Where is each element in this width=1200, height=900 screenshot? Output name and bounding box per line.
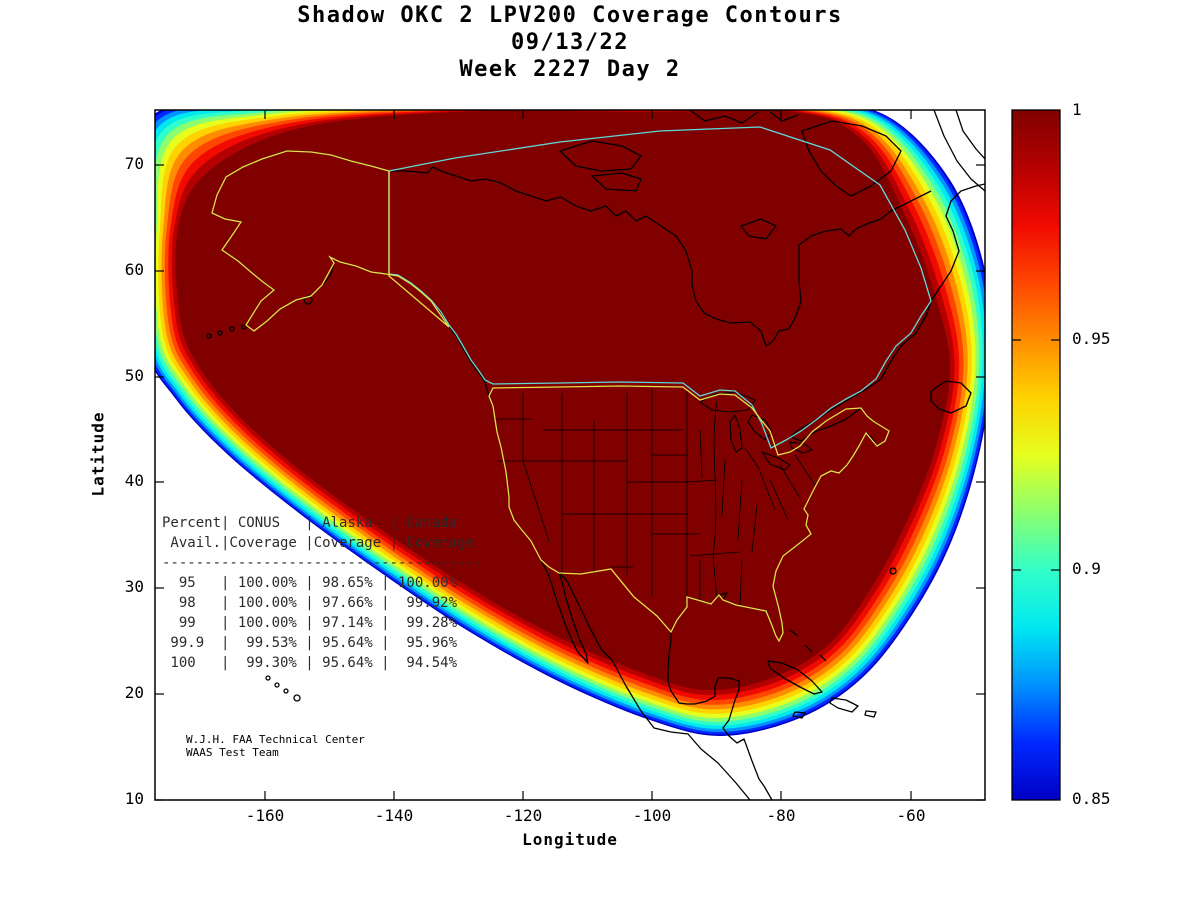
x-tick-label: -140 bbox=[374, 806, 414, 825]
chart-title: Shadow OKC 2 LPV200 Coverage Contours bbox=[297, 3, 843, 28]
hawaii-island-dot bbox=[265, 675, 271, 681]
colorbar-tick-label: 0.95 bbox=[1072, 329, 1111, 348]
alaska-region-boundary bbox=[211, 150, 450, 332]
us-state-borders-path bbox=[495, 388, 816, 606]
colorbar-tick-label: 1 bbox=[1072, 100, 1082, 119]
coverage-statistics-table: Percent| CONUS | Alaska | Canada Avail.|… bbox=[162, 513, 482, 673]
x-tick-label: -100 bbox=[632, 806, 672, 825]
table-header-row: Percent| CONUS | Alaska | Canada bbox=[162, 515, 458, 531]
y-tick-label: 50 bbox=[124, 366, 144, 385]
credit-line: WAAS Test Team bbox=[186, 746, 279, 759]
chart-date: 09/13/22 bbox=[511, 30, 629, 55]
chart-title-block: Shadow OKC 2 LPV200 Coverage Contours 09… bbox=[155, 2, 985, 83]
hawaii-island-dot bbox=[274, 682, 280, 688]
kodiak-island bbox=[303, 295, 313, 305]
table-row: 100 | 99.30% | 95.64% | 94.54% bbox=[162, 655, 458, 671]
island-dot bbox=[241, 324, 247, 330]
y-tick-label: 40 bbox=[124, 471, 144, 490]
y-tick-label: 30 bbox=[124, 577, 144, 596]
conus-region-boundary bbox=[488, 385, 890, 643]
table-row: 99 | 100.00% | 97.14% | 99.28% bbox=[162, 615, 458, 631]
table-divider: -------------------------------------- bbox=[162, 555, 483, 571]
credit-line: W.J.H. FAA Technical Center bbox=[186, 733, 365, 746]
caribbean-islands-path bbox=[767, 629, 877, 719]
table-row: 99.9 | 99.53% | 95.64% | 95.96% bbox=[162, 635, 458, 651]
arctic-coast-path bbox=[286, 150, 932, 347]
table-row: 95 | 100.00% | 98.65% | 100.00% bbox=[162, 575, 458, 591]
y-tick-label: 20 bbox=[124, 683, 144, 702]
table-row: 98 | 100.00% | 97.66% | 99.92% bbox=[162, 595, 458, 611]
x-tick-label: -120 bbox=[503, 806, 543, 825]
island-dot bbox=[206, 333, 212, 339]
newfoundland-path bbox=[930, 380, 972, 414]
arctic-islands-path bbox=[559, 110, 902, 240]
x-tick-label: -160 bbox=[245, 806, 285, 825]
coverage-contour-field bbox=[155, 110, 985, 737]
plot-frame bbox=[154, 109, 986, 801]
island-dot bbox=[217, 330, 223, 336]
y-tick-label: 10 bbox=[124, 789, 144, 808]
table-header-row: Avail.|Coverage |Coverage | Coverage bbox=[162, 535, 474, 551]
canada-region-boundary bbox=[388, 126, 932, 449]
colorbar-tick-label: 0.85 bbox=[1072, 789, 1111, 808]
island-dot bbox=[229, 326, 235, 332]
y-axis-label: Latitude bbox=[88, 411, 108, 497]
y-tick-label: 70 bbox=[124, 154, 144, 173]
colorbar-tick-label: 0.9 bbox=[1072, 559, 1101, 578]
greenland-coast-path bbox=[933, 110, 985, 192]
x-axis-label: Longitude bbox=[522, 830, 618, 849]
x-tick-label: -60 bbox=[896, 806, 926, 825]
hawaii-island-dot bbox=[283, 688, 289, 694]
bermuda-dot bbox=[889, 567, 897, 575]
colorbar-gradient bbox=[1011, 109, 1061, 801]
hawaii-island-dot bbox=[293, 694, 301, 702]
y-tick-label: 60 bbox=[124, 260, 144, 279]
credit-block: W.J.H. FAA Technical Center WAAS Test Te… bbox=[186, 733, 365, 759]
colorbar-ticks bbox=[1012, 339, 1060, 571]
x-tick-label: -80 bbox=[766, 806, 796, 825]
chart-week-day: Week 2227 Day 2 bbox=[459, 57, 681, 82]
